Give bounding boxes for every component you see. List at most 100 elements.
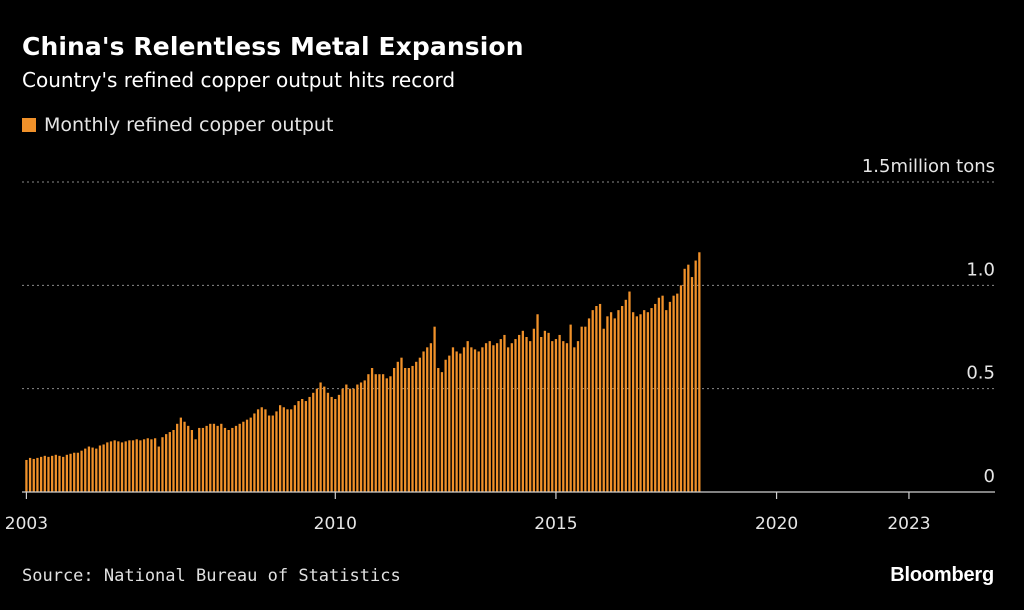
bar [562, 341, 565, 492]
bar [51, 455, 54, 492]
bar [187, 425, 190, 492]
bar [521, 330, 524, 492]
bar [602, 328, 605, 492]
bar [411, 365, 414, 492]
bar [131, 440, 135, 492]
bar [598, 303, 602, 492]
bar [359, 382, 363, 492]
bar [392, 368, 396, 492]
bar [293, 405, 296, 492]
bar [80, 450, 83, 492]
bar [102, 444, 105, 492]
bar [28, 457, 32, 492]
bar [58, 455, 61, 492]
bar [341, 388, 344, 492]
bar [407, 368, 410, 492]
bar [249, 417, 252, 492]
bar [396, 361, 399, 492]
bar [267, 415, 271, 492]
bar [209, 423, 212, 492]
bar [36, 457, 39, 492]
bar [518, 334, 521, 492]
bar [161, 437, 164, 492]
bar [124, 441, 127, 492]
bar [657, 297, 661, 492]
bar [569, 324, 572, 492]
chart-title: China's Relentless Metal Expansion [22, 32, 524, 61]
bar [400, 357, 403, 492]
bar [488, 341, 491, 492]
bar [238, 423, 241, 492]
bar [415, 361, 418, 492]
bar [223, 427, 227, 492]
bar [617, 310, 620, 492]
bar [429, 343, 433, 492]
bar [146, 438, 149, 492]
bar [84, 448, 87, 492]
bar [120, 442, 124, 492]
bar [260, 407, 263, 492]
bar [39, 456, 43, 492]
bar [150, 439, 153, 492]
x-tick-label: 2020 [755, 514, 798, 534]
bar [172, 430, 175, 492]
bar [73, 452, 76, 492]
bar [643, 310, 646, 492]
bar [580, 326, 583, 492]
bar [242, 421, 245, 492]
bar [69, 453, 72, 492]
bar [87, 446, 91, 492]
bar [157, 446, 160, 492]
source-note: Source: National Bureau of Statistics [22, 566, 401, 586]
bar [168, 432, 171, 492]
bar [492, 345, 495, 492]
bar [348, 388, 352, 492]
bar [587, 318, 591, 492]
bar [547, 332, 550, 492]
bar [624, 299, 627, 492]
bar [495, 343, 499, 492]
bar [179, 417, 182, 492]
bar [374, 374, 377, 492]
bar [462, 347, 466, 492]
bar [190, 430, 194, 492]
bar [506, 347, 510, 492]
bar [135, 439, 138, 492]
bar [330, 396, 333, 492]
bar [98, 445, 102, 492]
bar [264, 409, 267, 492]
bar [477, 351, 480, 492]
bar [32, 458, 35, 492]
bar [679, 285, 683, 492]
bar [451, 347, 455, 492]
bar [529, 341, 532, 492]
bar [672, 295, 675, 492]
bar [418, 357, 422, 492]
bar [470, 347, 473, 492]
bar [205, 425, 208, 492]
bar [525, 337, 528, 492]
bar [690, 277, 694, 492]
bar [573, 347, 576, 492]
bar [91, 447, 94, 492]
bar [422, 351, 425, 492]
bar [326, 392, 330, 492]
bloomberg-logo: Bloomberg [890, 564, 994, 586]
y-tick-label: 0.5 [966, 363, 995, 384]
bar [153, 438, 157, 492]
bar [62, 456, 65, 492]
bar [282, 407, 285, 492]
bar [370, 368, 374, 492]
bar [595, 306, 598, 492]
bar [234, 425, 238, 492]
y-tick-label: 1.0 [966, 259, 995, 280]
bar [609, 312, 613, 492]
bar [43, 455, 46, 492]
bar [650, 308, 653, 492]
bar [668, 301, 672, 492]
bar [532, 328, 536, 492]
x-tick-label: 2003 [5, 514, 48, 534]
bar [76, 452, 80, 492]
bar [499, 339, 502, 492]
